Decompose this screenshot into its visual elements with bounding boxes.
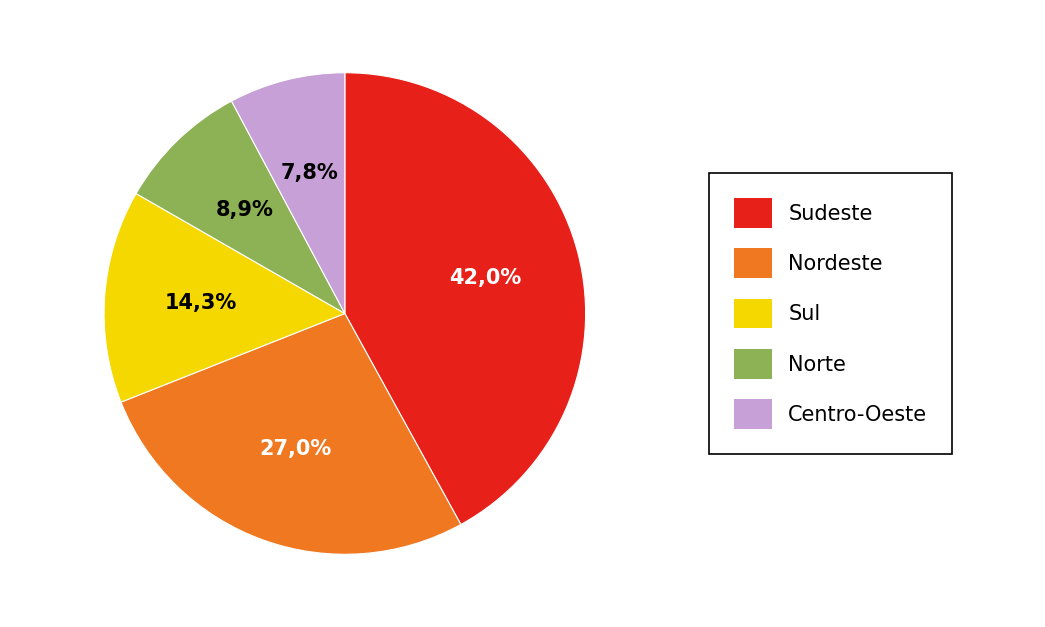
Wedge shape [136, 101, 345, 314]
Text: 14,3%: 14,3% [165, 293, 237, 313]
Wedge shape [345, 73, 585, 525]
Text: 42,0%: 42,0% [448, 268, 520, 288]
Text: 27,0%: 27,0% [260, 440, 332, 460]
Text: 7,8%: 7,8% [281, 164, 339, 183]
Legend: Sudeste, Nordeste, Sul, Norte, Centro-Oeste: Sudeste, Nordeste, Sul, Norte, Centro-Oe… [710, 173, 952, 454]
Text: 8,9%: 8,9% [215, 200, 273, 219]
Wedge shape [104, 194, 345, 402]
Wedge shape [232, 73, 345, 314]
Wedge shape [121, 314, 461, 554]
